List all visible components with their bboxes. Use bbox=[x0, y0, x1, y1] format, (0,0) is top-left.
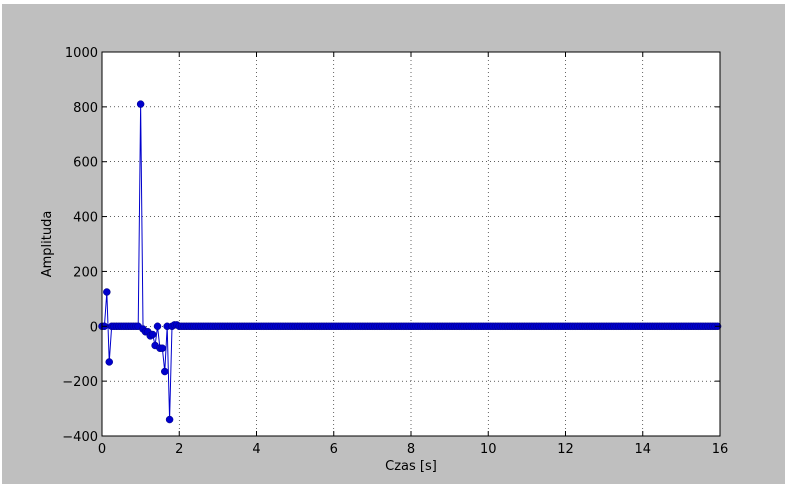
x-tick-label: 16 bbox=[712, 442, 729, 457]
series-layer bbox=[98, 100, 722, 424]
x-tick-label: 4 bbox=[252, 442, 260, 457]
x-tick-label: 14 bbox=[634, 442, 651, 457]
x-tick-label: 2 bbox=[175, 442, 183, 457]
data-point bbox=[161, 367, 169, 376]
chart-figure: 0 2 4 6 8 10 12 14 16 −400 −200 0 200 400 600 800 1000 C… bbox=[2, 4, 785, 484]
data-point bbox=[148, 330, 157, 339]
y-tick-label: 600 bbox=[73, 156, 98, 171]
x-tick-label: 12 bbox=[557, 442, 574, 457]
grid-lines bbox=[102, 52, 720, 436]
y-tick-label: −400 bbox=[62, 430, 98, 445]
data-point bbox=[153, 322, 162, 331]
x-tick-label: 6 bbox=[330, 442, 338, 457]
y-tick-label: 400 bbox=[73, 211, 98, 226]
line-chart: 0 2 4 6 8 10 12 14 16 −400 −200 0 200 400 600 800 1000 C… bbox=[40, 46, 728, 474]
y-tick-label: 1000 bbox=[65, 46, 98, 61]
y-tick-label: 0 bbox=[90, 320, 98, 335]
x-tick-label: 8 bbox=[407, 442, 415, 457]
data-point bbox=[165, 415, 174, 424]
data-point bbox=[158, 344, 167, 352]
data-point bbox=[103, 288, 111, 296]
y-tick-label: 200 bbox=[73, 265, 98, 280]
tick-marks bbox=[101, 51, 721, 437]
x-tick-label: 0 bbox=[98, 442, 106, 457]
y-tick-label: 800 bbox=[73, 101, 98, 116]
data-point bbox=[105, 358, 113, 366]
y-tick-label: −200 bbox=[62, 375, 98, 390]
x-tick-label: 10 bbox=[480, 442, 497, 457]
x-axis-title: Czas [s] bbox=[385, 459, 437, 474]
tick-labels: 0 2 4 6 8 10 12 14 16 −400 −200 0 200 400 600 800 1000 bbox=[62, 46, 728, 457]
y-axis-title: Amplituda bbox=[40, 211, 55, 278]
data-point bbox=[136, 100, 145, 108]
